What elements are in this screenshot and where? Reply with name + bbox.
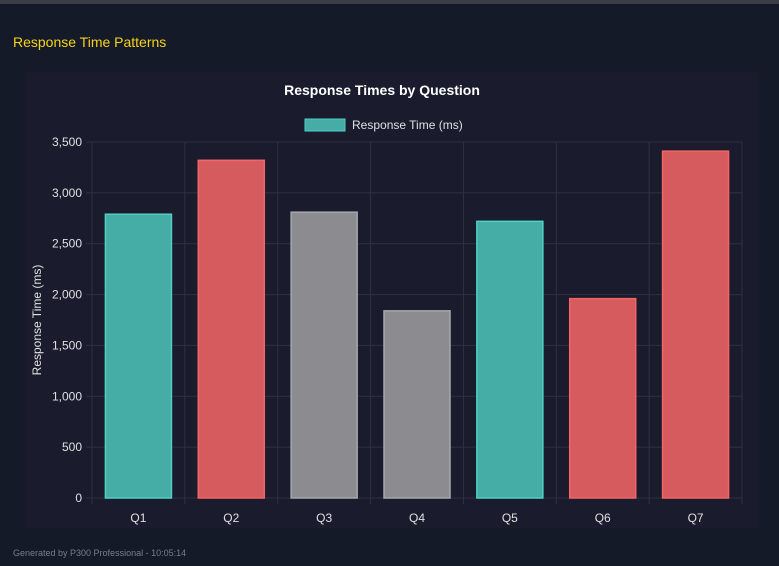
x-tick-label: Q2 [223, 511, 239, 525]
y-tick-label: 1,000 [52, 389, 82, 403]
legend-swatch[interactable] [304, 118, 346, 132]
y-tick-label: 2,500 [52, 237, 82, 251]
y-tick-label: 1,500 [52, 338, 82, 352]
bar-q4[interactable] [383, 310, 451, 499]
chart-title: Response Times by Question [284, 82, 480, 98]
legend-label[interactable]: Response Time (ms) [352, 118, 463, 132]
section-title: Response Time Patterns [13, 34, 167, 50]
y-tick-label: 0 [75, 491, 82, 505]
x-tick-label: Q6 [595, 511, 611, 525]
bar-q7[interactable] [661, 150, 730, 499]
x-tick-label: Q7 [688, 511, 704, 525]
footer-text: Generated by P300 Professional - 10:05:1… [13, 548, 187, 558]
bar-q5[interactable] [476, 220, 544, 499]
y-tick-label: 2,000 [52, 288, 82, 302]
y-tick-label: 3,000 [52, 186, 82, 200]
x-tick-label: Q5 [502, 511, 518, 525]
top-bar [0, 0, 779, 4]
y-tick-label: 3,500 [52, 135, 82, 149]
bar-q6[interactable] [568, 297, 637, 499]
x-tick-label: Q4 [409, 511, 425, 525]
x-tick-label: Q3 [316, 511, 332, 525]
y-axis-label: Response Time (ms) [30, 265, 44, 376]
bar-q1[interactable] [104, 213, 173, 499]
bar-q3[interactable] [290, 211, 358, 499]
x-tick-label: Q1 [130, 511, 146, 525]
y-tick-label: 500 [62, 440, 82, 454]
bar-q2[interactable] [197, 159, 266, 499]
